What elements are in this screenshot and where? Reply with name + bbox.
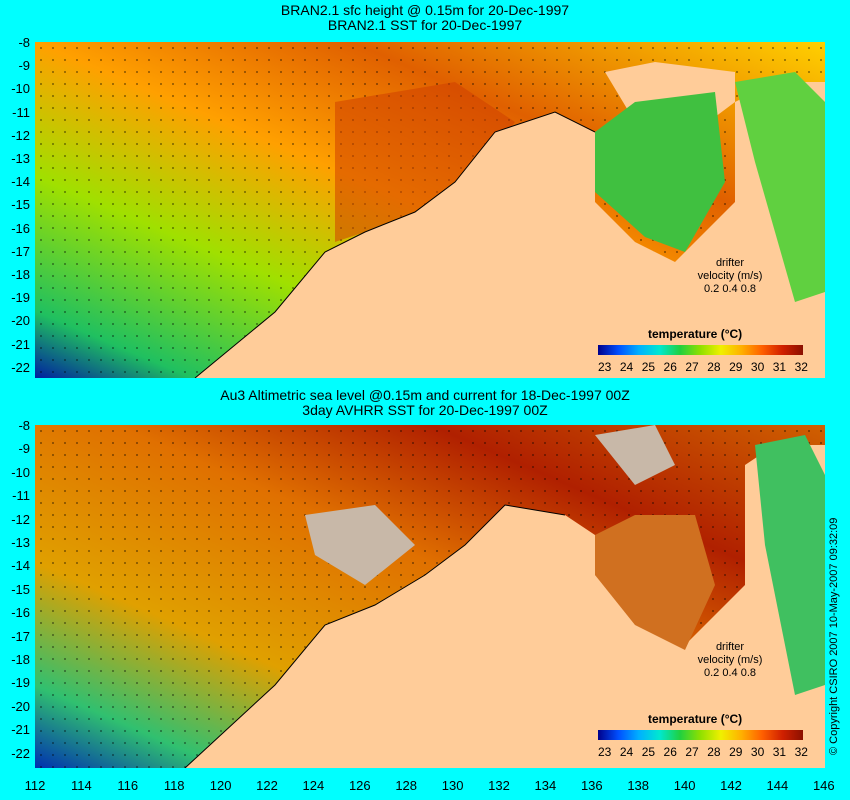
y-tick-label: -9 — [18, 58, 30, 74]
colorbar-tick-label: 32 — [794, 360, 808, 374]
y-tick-label: -22 — [11, 359, 30, 375]
x-tick-label: 140 — [673, 778, 696, 793]
colorbar-tick-label: 27 — [685, 360, 699, 374]
x-tick-label: 122 — [256, 778, 278, 793]
y-tick-label: -10 — [11, 464, 30, 480]
y-tick-label: -8 — [18, 35, 30, 50]
colorbar-tick-label: 31 — [772, 745, 787, 759]
x-tick-label: 114 — [71, 778, 92, 793]
x-tick-label: 132 — [488, 778, 510, 793]
top-drifter-legend: drifter velocity (m/s) 0.2 0.4 0.8 — [690, 257, 770, 296]
x-tick-label: 118 — [163, 778, 185, 793]
top-drifter-label-1: drifter — [715, 257, 745, 269]
x-tick-label: 120 — [209, 778, 232, 793]
y-tick-label: -12 — [11, 127, 30, 143]
colorbar-tick-label: 24 — [619, 360, 634, 374]
colorbar-tick-label: 28 — [707, 360, 721, 374]
top-title-1: BRAN2.1 sfc height @ 0.15m for 20-Dec-19… — [280, 2, 570, 18]
x-tick-label: 146 — [812, 778, 835, 793]
bottom-drifter-scale: 0.2 0.4 0.8 — [704, 667, 756, 679]
y-tick-label: -11 — [12, 488, 30, 504]
y-tick-label: -17 — [11, 243, 30, 259]
bottom-drifter-label-1: drifter — [715, 641, 745, 653]
x-tick-label: 130 — [441, 778, 464, 793]
bottom-title-2: 3day AVHRR SST for 20-Dec-1997 00Z — [302, 402, 548, 418]
y-tick-label: -8 — [18, 418, 30, 433]
bottom-colorbar-ticks: 23 24 25 26 27 28 29 30 31 32 — [598, 745, 808, 759]
x-tick-label: 112 — [24, 778, 46, 793]
top-drifter-label-2: velocity (m/s) — [697, 270, 763, 282]
colorbar-tick-label: 29 — [729, 745, 743, 759]
colorbar-tick-label: 28 — [707, 745, 721, 759]
x-tick-label: 134 — [534, 778, 557, 793]
colorbar-tick-label: 23 — [598, 360, 612, 374]
y-tick-label: -22 — [11, 745, 30, 761]
y-tick-label: -13 — [11, 535, 30, 550]
bottom-colorbar — [598, 730, 803, 740]
y-tick-label: -19 — [11, 675, 30, 691]
colorbar-tick-label: 24 — [619, 745, 634, 759]
y-tick-label: -21 — [11, 336, 30, 352]
y-tick-label: -18 — [11, 652, 30, 667]
x-tick-label: 142 — [720, 778, 742, 793]
colorbar-tick-label: 25 — [641, 360, 656, 374]
y-tick-label: -17 — [11, 628, 30, 644]
colorbar-tick-label: 29 — [729, 360, 743, 374]
colorbar-tick-label: 26 — [663, 360, 677, 374]
y-tick-label: -19 — [11, 290, 30, 306]
y-tick-label: -14 — [11, 558, 30, 574]
y-tick-label: -20 — [11, 698, 30, 714]
colorbar-tick-label: 30 — [750, 745, 765, 759]
colorbar-tick-label: 27 — [685, 745, 699, 759]
bottom-sst-map — [35, 425, 825, 768]
y-tick-label: -16 — [11, 220, 30, 236]
y-tick-label: -11 — [12, 104, 30, 120]
bottom-drifter-label-2: velocity (m/s) — [697, 654, 763, 666]
y-tick-label: -13 — [11, 151, 30, 166]
copyright-text: © Copyright CSIRO 2007 10-May-2007 09:32… — [828, 517, 840, 755]
y-tick-label: -12 — [11, 511, 30, 527]
x-tick-label: 138 — [627, 778, 650, 793]
x-tick-label: 124 — [302, 778, 325, 793]
y-tick-label: -15 — [11, 197, 30, 213]
y-tick-label: -9 — [18, 441, 30, 457]
top-colorbar-ticks: 23 24 25 26 27 28 29 30 31 32 — [598, 360, 808, 374]
y-tick-label: -10 — [11, 81, 30, 97]
top-colorbar-title: temperature (°C) — [648, 327, 743, 341]
y-tick-label: -18 — [11, 267, 30, 282]
top-colorbar — [598, 345, 803, 355]
y-tick-label: -15 — [11, 581, 30, 597]
top-title-2: BRAN2.1 SST for 20-Dec-1997 — [327, 17, 523, 33]
x-tick-label: 126 — [348, 778, 371, 793]
x-tick-label: 116 — [117, 778, 139, 793]
y-tick-label: -14 — [11, 174, 30, 190]
x-tick-label: 128 — [395, 778, 418, 793]
x-tick-label: 136 — [580, 778, 603, 793]
bottom-drifter-legend: drifter velocity (m/s) 0.2 0.4 0.8 — [690, 641, 770, 680]
colorbar-tick-label: 25 — [641, 745, 656, 759]
x-tick-label: 144 — [766, 778, 789, 793]
y-tick-label: -20 — [11, 313, 30, 329]
colorbar-tick-label: 26 — [663, 745, 677, 759]
bottom-title-1: Au3 Altimetric sea level @0.15m and curr… — [220, 387, 630, 403]
y-tick-label: -21 — [11, 722, 30, 738]
bottom-colorbar-title: temperature (°C) — [648, 712, 743, 726]
y-tick-label: -16 — [11, 605, 30, 621]
colorbar-tick-label: 23 — [598, 745, 612, 759]
top-sst-map — [35, 42, 825, 378]
colorbar-tick-label: 32 — [794, 745, 808, 759]
colorbar-tick-label: 31 — [772, 360, 787, 374]
colorbar-tick-label: 30 — [750, 360, 765, 374]
top-drifter-scale: 0.2 0.4 0.8 — [704, 283, 756, 295]
